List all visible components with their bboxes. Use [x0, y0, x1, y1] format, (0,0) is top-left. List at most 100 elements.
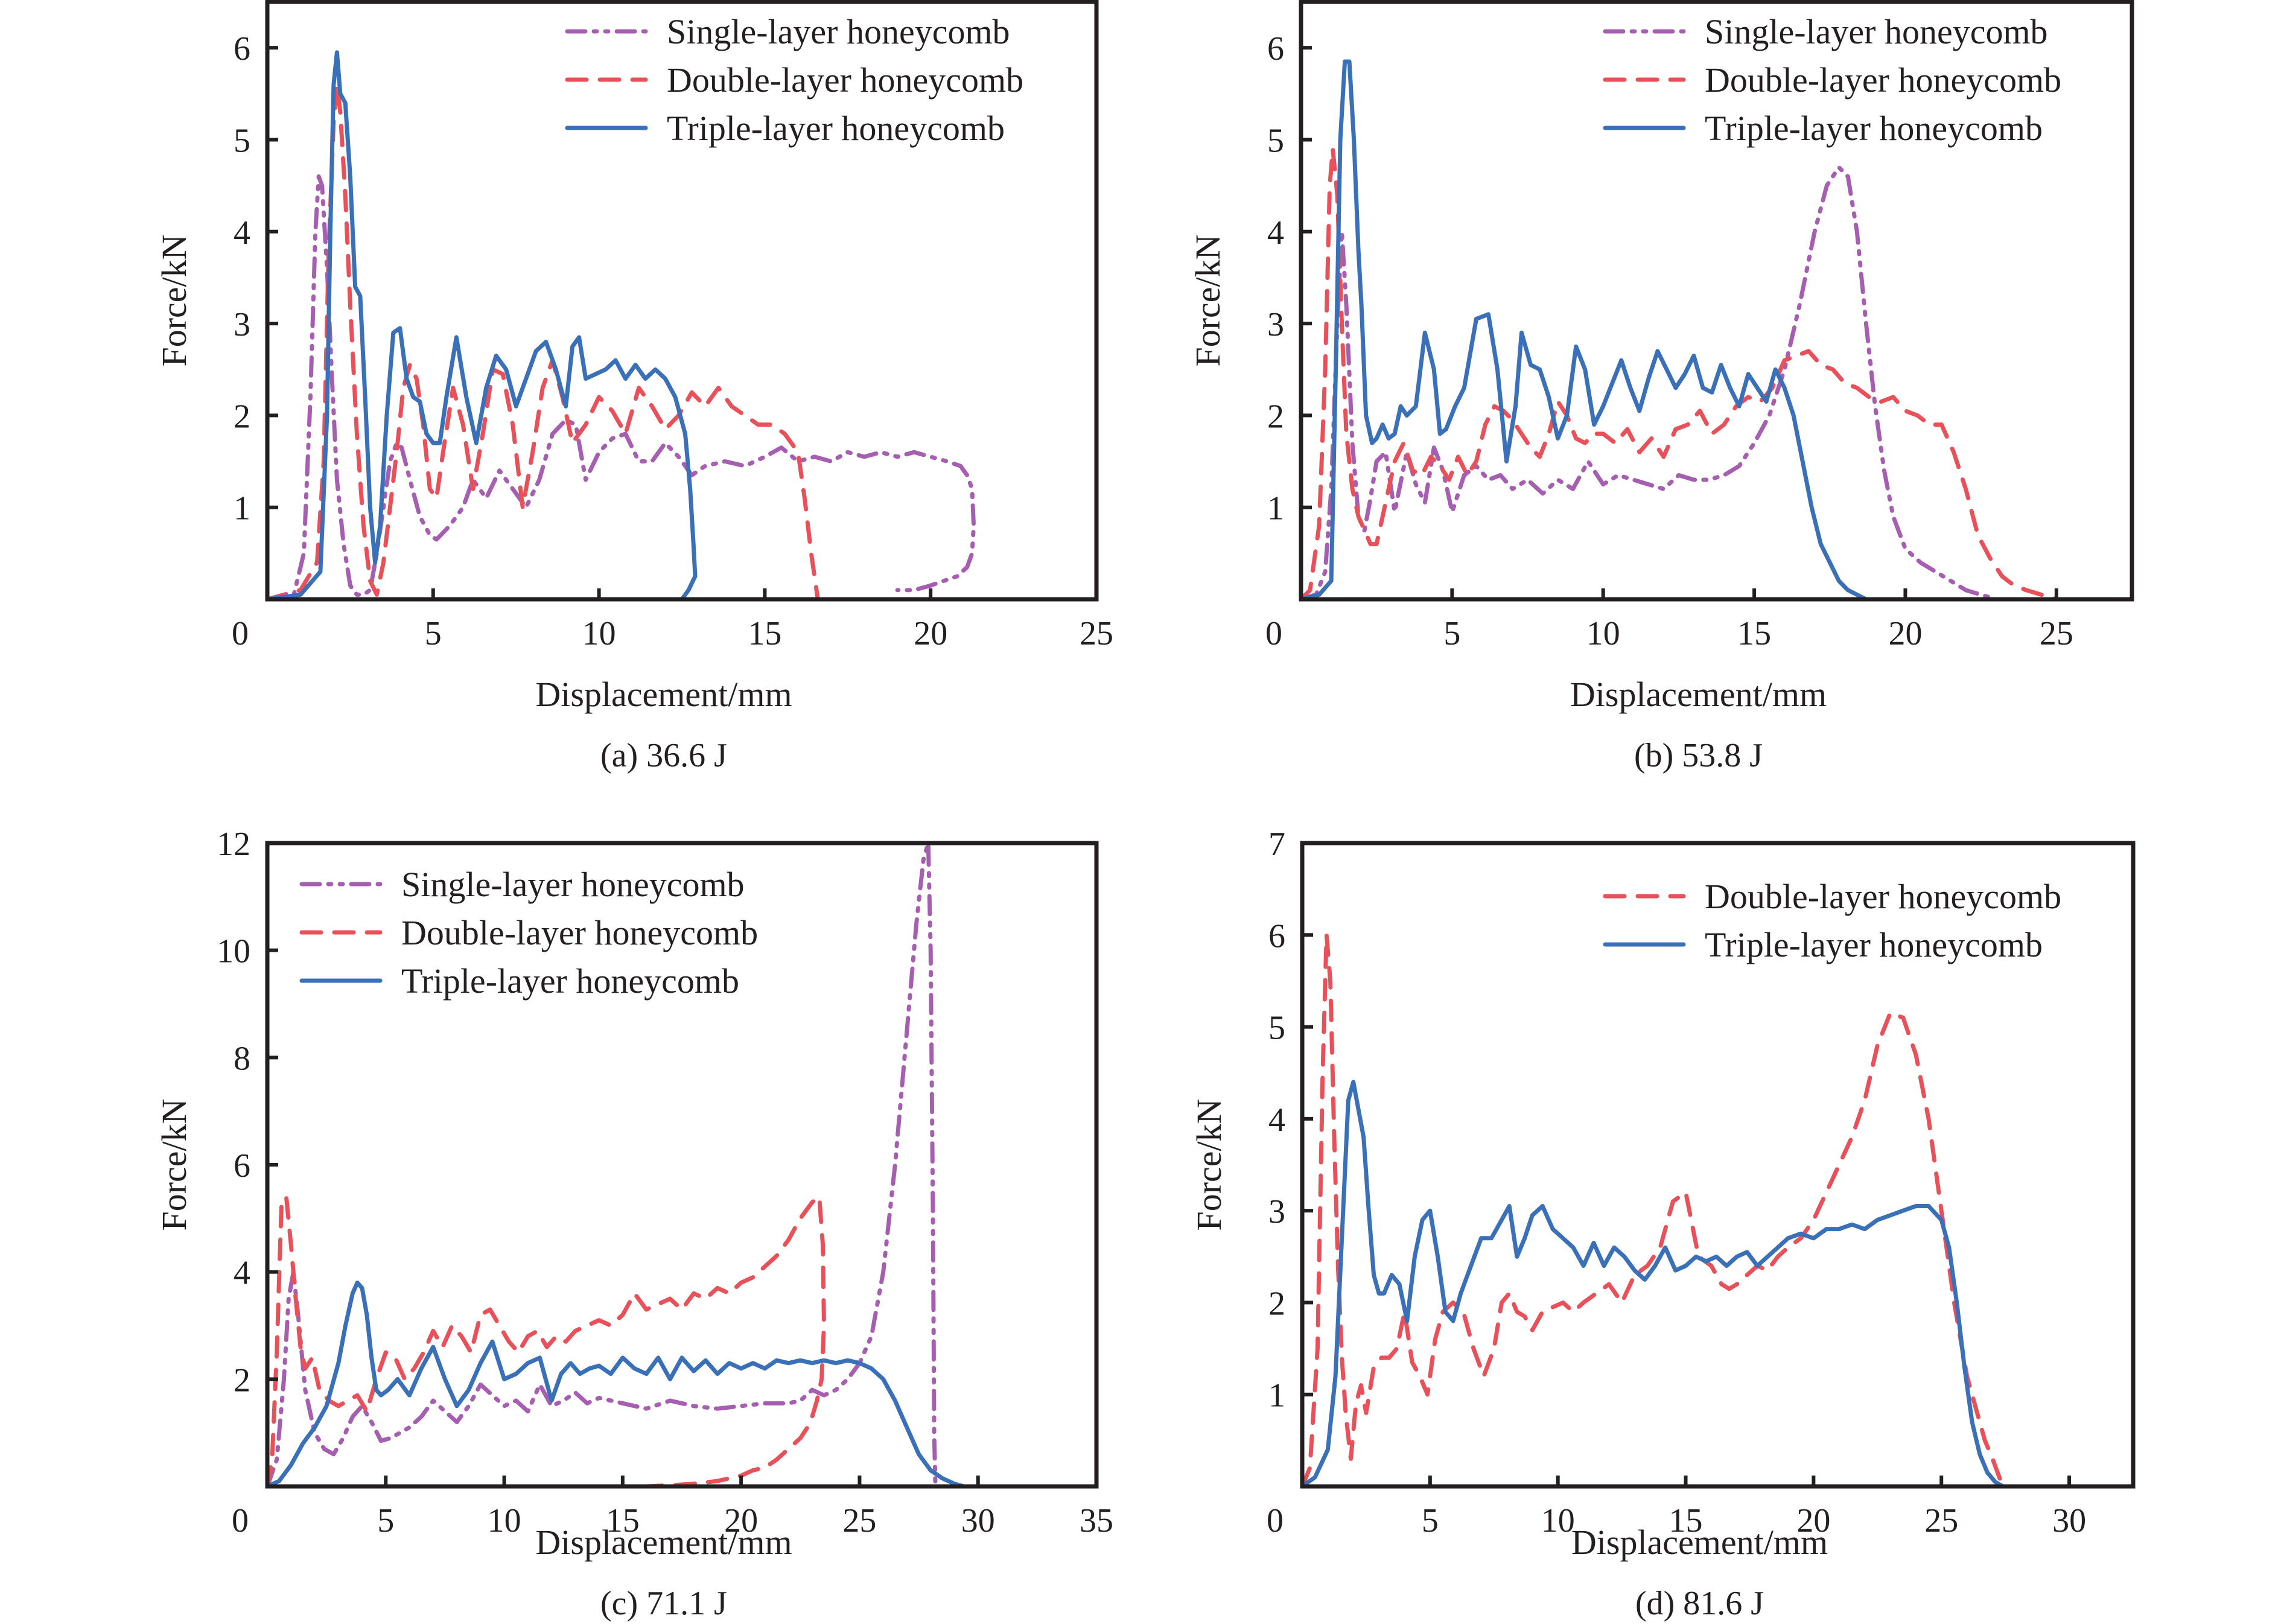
chart-panel-a: 0 5 10 15 20 25 1 2 3 4 5 6 Displacement/mm Force/kN (… [154, 0, 1113, 774]
legend-label-single: Single-layer honeycomb [401, 865, 745, 904]
y-tick-label: 6 [234, 1147, 250, 1185]
y-tick-label: 3 [234, 306, 250, 343]
y-axis-label: Force/kN [154, 1098, 194, 1231]
x-axis-label: Displacement/mm [1571, 1523, 1828, 1562]
y-tick-label: 7 [1268, 826, 1285, 863]
series-line-triple [265, 1280, 966, 1489]
y-tick-label: 12 [217, 826, 250, 863]
series-group [1300, 932, 2041, 1489]
series-line-triple [265, 50, 698, 602]
x-tick-label: 15 [748, 615, 781, 652]
legend-label-triple: Triple-layer honeycomb [667, 109, 1005, 148]
x-tick-label: 0 [232, 1502, 249, 1540]
legend-label-double: Double-layer honeycomb [401, 913, 758, 952]
x-tick-label: 10 [488, 1502, 521, 1540]
legend: Single-layer honeycomb Double-layer honey… [1603, 12, 2061, 148]
x-axis-label: Displacement/mm [1570, 675, 1827, 714]
x-tick-label: 10 [1541, 1502, 1575, 1540]
x-tick-label: 20 [724, 1502, 758, 1540]
x-tick-label: 30 [961, 1502, 995, 1540]
x-tick-label: 10 [1586, 615, 1620, 652]
chart-panel-c: 0 5 10 15 20 25 30 35 2 4 6 8 10 12 Displacement/mm For… [154, 826, 1113, 1622]
panel-caption: (a) 36.6 J [600, 737, 727, 774]
x-tick-label: 20 [914, 615, 947, 652]
x-tick-label: 0 [1265, 615, 1282, 652]
legend-label-double: Double-layer honeycomb [1705, 877, 2061, 916]
x-tick-label: 35 [1080, 1502, 1113, 1540]
y-tick-label: 2 [1267, 398, 1284, 435]
series-line-double [1300, 932, 2041, 1489]
x-tick-label: 5 [425, 615, 442, 652]
series-line-double [265, 1194, 826, 1489]
y-tick-label: 5 [234, 122, 250, 159]
series-line-triple [1299, 59, 1877, 602]
y-tick-label: 2 [1268, 1285, 1285, 1322]
series-group [265, 50, 976, 602]
legend-label-double: Double-layer honeycomb [1705, 60, 2061, 100]
x-tick-label: 25 [1080, 615, 1113, 652]
legend-label-triple: Triple-layer honeycomb [401, 961, 739, 1001]
y-tick-label: 6 [234, 30, 250, 68]
panel-caption: (d) 81.6 J [1635, 1585, 1764, 1622]
series-line-single [265, 174, 976, 602]
series-line-triple [1300, 1080, 2013, 1489]
y-tick-label: 4 [1267, 214, 1284, 252]
y-tick-label: 8 [234, 1040, 250, 1077]
series-line-single [265, 841, 938, 1489]
x-tick-label: 0 [232, 615, 249, 652]
x-tick-label: 15 [1669, 1502, 1703, 1540]
x-tick-label: 20 [1796, 1502, 1830, 1540]
x-tick-label: 5 [1443, 615, 1460, 652]
y-axis-label: Force/kN [1188, 234, 1227, 366]
panel-caption: (b) 53.8 J [1634, 737, 1763, 774]
x-tick-label: 30 [2052, 1502, 2086, 1540]
x-tick-label: 25 [842, 1502, 876, 1540]
x-tick-label: 25 [1924, 1502, 1958, 1540]
panel-caption: (c) 71.1 J [600, 1585, 727, 1622]
x-tick-label: 0 [1267, 1502, 1284, 1540]
y-tick-label: 2 [234, 398, 250, 435]
x-tick-label: 15 [1737, 615, 1771, 652]
chart-panel-b: 0 5 10 15 20 25 1 2 3 4 5 6 Displacement/mm Force/kN (… [1188, 0, 2134, 774]
y-axis-label: Force/kN [1189, 1098, 1229, 1231]
legend-label-single: Single-layer honeycomb [1705, 12, 2048, 51]
y-axis-label: Force/kN [154, 234, 194, 366]
y-tick-label: 4 [1268, 1101, 1285, 1139]
plot-frame [265, 0, 1099, 602]
legend: Single-layer honeycomb Double-layer honey… [565, 12, 1023, 148]
x-axis-label: Displacement/mm [535, 1523, 792, 1562]
x-axis-label: Displacement/mm [535, 675, 792, 714]
series-line-double [1299, 147, 2059, 602]
y-tick-label: 6 [1267, 30, 1284, 68]
y-tick-label: 1 [1268, 1377, 1285, 1415]
plot-frame [1300, 841, 2136, 1489]
x-tick-label: 25 [2040, 615, 2073, 652]
legend-label-triple: Triple-layer honeycomb [1705, 109, 2043, 148]
y-tick-label: 5 [1267, 122, 1284, 159]
legend: Single-layer honeycomb Double-layer honey… [299, 865, 758, 1001]
y-tick-label: 2 [234, 1361, 250, 1399]
x-tick-label: 10 [582, 615, 616, 652]
y-tick-label: 1 [1267, 490, 1284, 527]
y-tick-label: 10 [217, 933, 250, 970]
y-tick-label: 4 [234, 1255, 250, 1292]
x-tick-label: 20 [1888, 615, 1922, 652]
x-tick-label: 5 [1422, 1502, 1439, 1540]
series-group [265, 841, 966, 1489]
legend: Double-layer honeycomb Triple-layer honey… [1603, 877, 2061, 964]
y-tick-label: 4 [234, 214, 250, 252]
legend-label-triple: Triple-layer honeycomb [1705, 925, 2043, 964]
chart-panel-d: 0 5 10 15 20 25 30 1 2 3 4 5 6 7 Displacement/mm Force/… [1189, 826, 2136, 1622]
legend-label-single: Single-layer honeycomb [667, 12, 1010, 51]
y-tick-label: 3 [1268, 1193, 1285, 1231]
series-line-single [1299, 165, 1999, 602]
legend-label-double: Double-layer honeycomb [667, 60, 1023, 100]
y-tick-label: 5 [1268, 1010, 1285, 1047]
series-group [1299, 59, 2059, 602]
y-tick-label: 1 [234, 490, 250, 527]
x-tick-label: 15 [606, 1502, 640, 1540]
x-tick-label: 5 [377, 1502, 394, 1540]
y-tick-label: 3 [1267, 306, 1284, 343]
plot-frame [1299, 0, 2134, 602]
